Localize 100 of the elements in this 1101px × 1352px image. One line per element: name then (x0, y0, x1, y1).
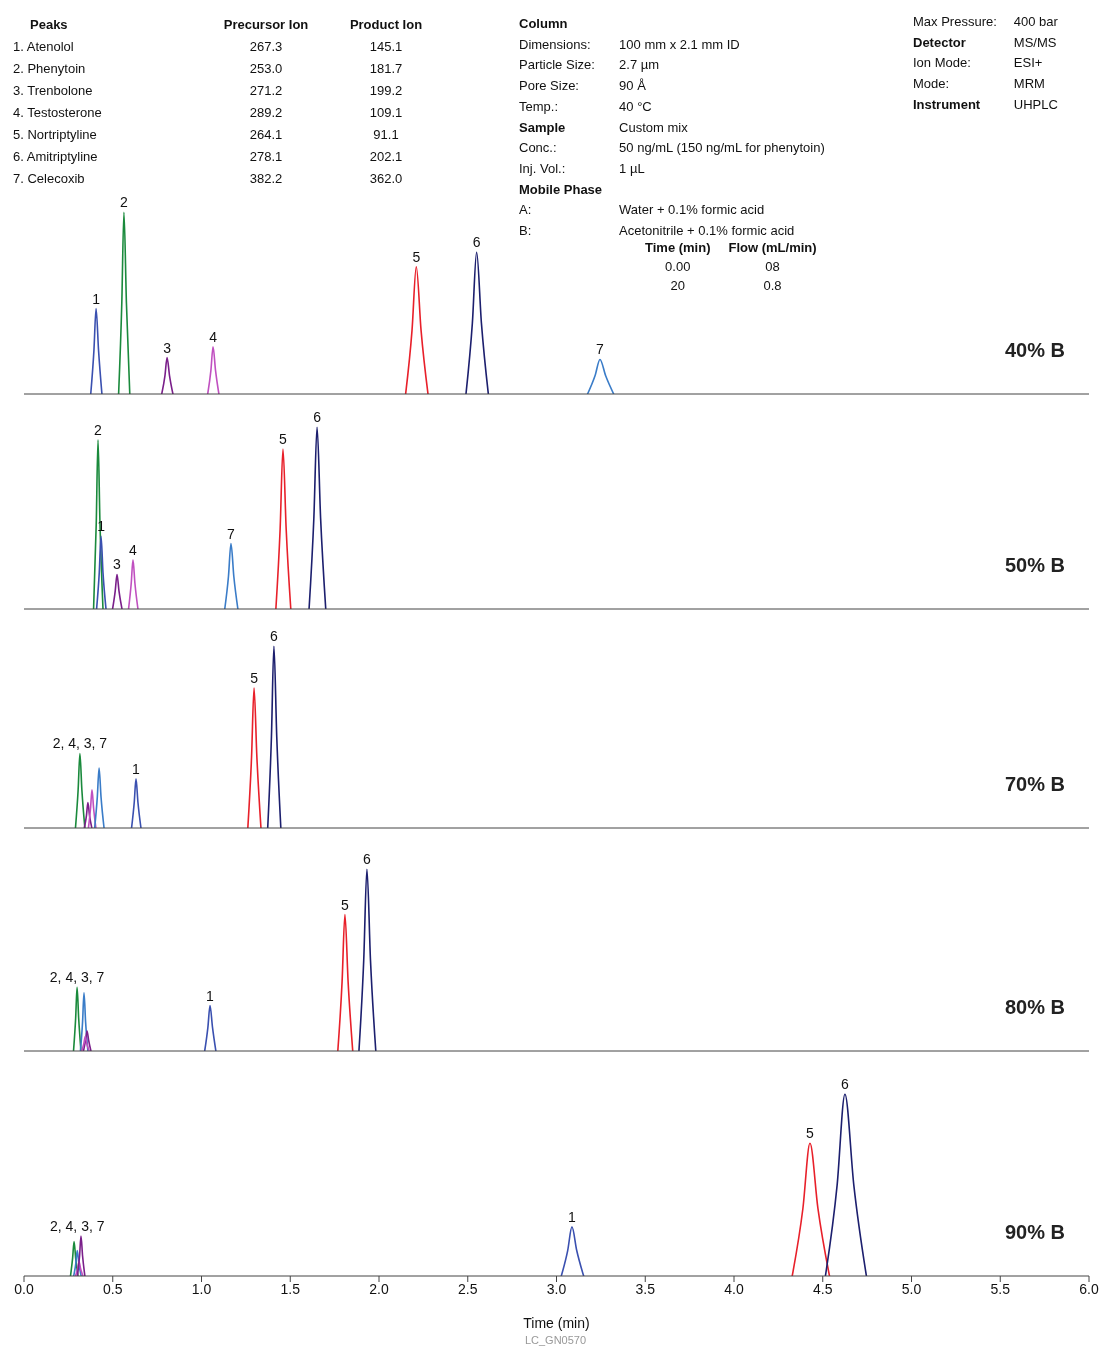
x-tick-label: 5.5 (990, 1280, 1011, 1297)
text: MRM (1012, 75, 1046, 94)
text: Inj. Vol.: (518, 159, 567, 178)
category-label: 3. Trenbolone (12, 82, 94, 100)
data-label: 91.1 (372, 126, 400, 144)
text: ESI+ (1012, 54, 1044, 73)
category-label: Time (min) (644, 239, 712, 257)
category-label: 1. Atenolol (12, 38, 75, 56)
text: Pore Size: (518, 77, 580, 96)
annotation: Acetonitrile + 0.1% formic acid (618, 222, 796, 241)
x-tick-label: 2.5 (458, 1280, 478, 1297)
data-label: 278.1 (248, 148, 284, 166)
text: 70% B (1004, 773, 1065, 796)
annotation: 1 (206, 987, 215, 1004)
annotation: 1 (132, 760, 141, 777)
annotation: 0.8 (762, 277, 783, 295)
text: 100 mm x 2.1 mm ID (618, 35, 741, 54)
annotation: 4 (129, 541, 138, 558)
x-tick-label: 0.0 (14, 1280, 34, 1297)
annotation: 5 (250, 670, 259, 686)
data-label: 362.0 (368, 170, 404, 188)
data-label: 199.2 (368, 82, 404, 100)
x-tick-label: 0.5 (103, 1280, 123, 1297)
x-tick-label: 4.0 (724, 1280, 744, 1297)
category-label: 4. Testosterone (12, 104, 103, 122)
annotation: 2, 4, 3, 7 (52, 735, 108, 752)
text: Max Pressure: (912, 13, 998, 31)
annotation: 20 (669, 277, 686, 295)
data-label: 271.2 (248, 82, 284, 100)
data-label: 109.1 (368, 104, 404, 122)
text: 2.7 µm (618, 56, 661, 75)
category-label: 6. Amitriptyline (12, 148, 99, 166)
annotation: 1 (568, 1208, 577, 1225)
annotation: 5 (412, 248, 421, 265)
annotation: 3 (163, 339, 172, 356)
annotation: 6 (270, 628, 279, 645)
data-label: 289.2 (248, 104, 284, 122)
x-tick-label: 1.0 (191, 1280, 212, 1297)
data-label: 253.0 (248, 60, 284, 78)
text: 40 °C (618, 97, 653, 116)
text: 1 µL (618, 159, 646, 178)
annotation: 1 (92, 290, 101, 307)
text: Particle Size: (518, 56, 596, 75)
text: Temp.: (518, 97, 559, 116)
annotation: 6 (313, 409, 322, 426)
text: Mobile Phase (518, 180, 604, 199)
annotation: 2 (94, 421, 103, 438)
data-label: 202.1 (368, 148, 404, 166)
data-label: 145.1 (368, 38, 404, 56)
annotation: 6 (363, 851, 372, 868)
text: Dimensions: (518, 35, 592, 54)
annotation: 3 (113, 556, 122, 573)
text: 50% B (1004, 554, 1065, 577)
annotation: 4 (209, 328, 218, 345)
category-label: 7. Celecoxib (12, 170, 86, 188)
annotation: 7 (227, 525, 236, 542)
text: Product Ion (348, 16, 424, 34)
data-label: 264.1 (248, 126, 284, 144)
text: 90 Å (618, 77, 647, 96)
annotation: A: (518, 201, 533, 220)
x-tick-label: 5.0 (901, 1280, 922, 1297)
annotation: 5 (806, 1125, 815, 1142)
text: LC_GN0570 (523, 1334, 588, 1346)
text: Detector (912, 33, 967, 52)
x-tick-label: 1.5 (280, 1280, 301, 1297)
text: Conc.: (518, 139, 558, 158)
annotation: Water + 0.1% formic acid (618, 201, 766, 220)
text: 90% B (1004, 1221, 1065, 1244)
x-tick-label: 6.0 (1079, 1280, 1099, 1297)
text: Precursor Ion (222, 16, 310, 34)
x-tick-label: 3.0 (546, 1280, 567, 1297)
x-tick-label: 2.0 (369, 1280, 389, 1297)
text: Mode: (912, 75, 951, 94)
text: Custom mix (618, 118, 689, 137)
annotation: 0.00 (664, 258, 692, 276)
annotation: 2 (120, 194, 129, 211)
annotation: 2, 4, 3, 7 (50, 1218, 105, 1234)
text: 400 bar (1012, 13, 1059, 31)
annotation: 6 (472, 234, 481, 251)
text: Column (518, 15, 569, 33)
x-axis-title: Time (min) (523, 1315, 590, 1331)
text: UHPLC (1012, 95, 1059, 114)
data-label: 267.3 (248, 38, 284, 56)
x-tick-label: 4.5 (813, 1280, 833, 1297)
data-label: 181.7 (368, 60, 404, 78)
category-label: 5. Nortriptyline (12, 126, 98, 144)
annotation: 5 (279, 431, 288, 447)
category-label: Flow (mL/min) (727, 239, 818, 257)
text: MS/MS (1012, 33, 1058, 52)
annotation: B: (518, 222, 533, 241)
text: 40% B (1004, 339, 1065, 362)
annotation: 6 (841, 1076, 850, 1093)
data-label: 382.2 (248, 170, 284, 188)
text: Instrument (912, 95, 982, 114)
text: Sample (518, 118, 567, 137)
annotation: 08 (764, 258, 781, 276)
annotation: 5 (341, 896, 350, 913)
text: Peaks (29, 16, 69, 34)
text: 80% B (1004, 996, 1065, 1019)
text: 50 ng/mL (150 ng/mL for phenytoin) (618, 139, 826, 158)
